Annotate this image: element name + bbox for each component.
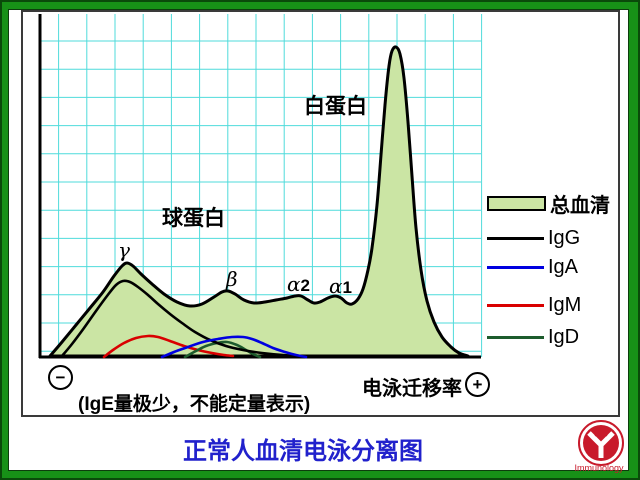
- annotation-gamma: γ: [118, 238, 130, 262]
- legend-item-igd: IgD: [487, 325, 579, 349]
- annotation-albumin: 白蛋白: [304, 95, 367, 118]
- legend-label-igd: IgD: [548, 325, 580, 348]
- legend-swatch-total-serum: [487, 195, 546, 211]
- legend-swatch-igm: [487, 303, 544, 307]
- legend-item-igm: IgM: [487, 293, 581, 317]
- annotation-alpha1: α1: [329, 274, 352, 298]
- legend-label-iga: IgA: [548, 255, 579, 278]
- slide-title: 正常人血清电泳分离图: [183, 438, 423, 465]
- annotation-beta: β: [226, 267, 238, 291]
- legend-item-total-serum: 总血清: [487, 191, 610, 217]
- annotation-alpha2: α2: [287, 272, 310, 296]
- annotation-globulin: 球蛋白: [162, 207, 225, 230]
- logo-text: Immunology: [574, 463, 624, 473]
- negative-electrode-icon: −: [48, 365, 73, 390]
- antibody-y-icon: [583, 425, 619, 461]
- legend-swatch-igd: [487, 335, 544, 339]
- positive-electrode-icon: +: [465, 372, 490, 397]
- x-axis-label: 电泳迁移率: [362, 378, 462, 400]
- ige-footnote: (IgE量极少，不能定量表示): [78, 394, 311, 415]
- legend-label-total-serum: 总血清: [550, 194, 610, 217]
- immunology-logo: [578, 420, 624, 466]
- legend-swatch-iga: [487, 265, 544, 269]
- legend-label-igm: IgM: [548, 293, 582, 316]
- legend-swatch-igg: [487, 236, 544, 240]
- legend-item-igg: IgG: [487, 226, 580, 250]
- legend-item-iga: IgA: [487, 255, 578, 279]
- legend-label-igg: IgG: [548, 226, 581, 249]
